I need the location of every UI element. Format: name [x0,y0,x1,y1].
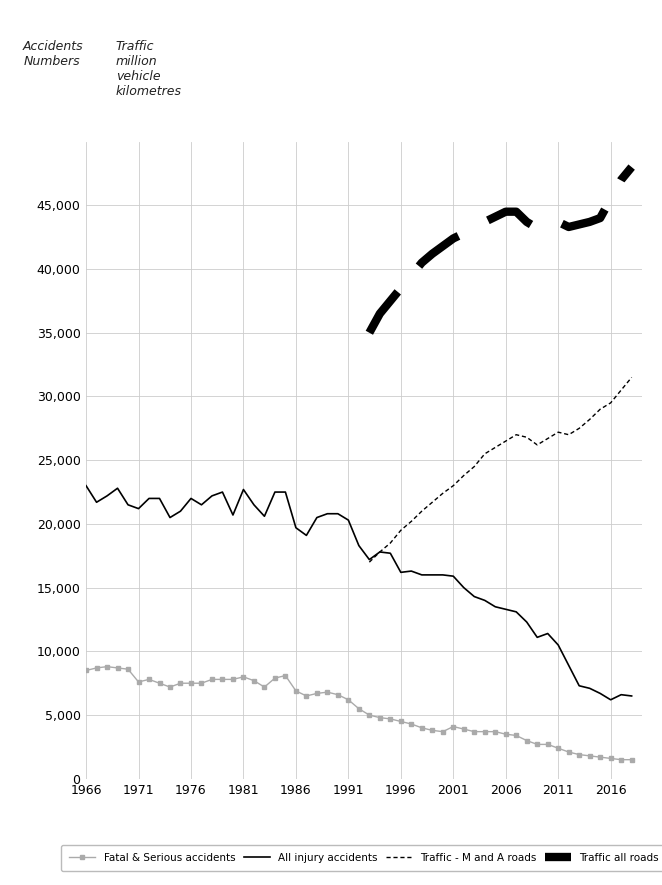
Traffic all roads [502,206,510,217]
Line: Fatal & Serious accidents: Fatal & Serious accidents [84,665,634,762]
Traffic all roads [628,162,636,173]
All injury accidents [229,510,237,520]
Traffic - M and A roads [586,414,594,425]
Traffic all roads [565,221,573,232]
Traffic all roads [460,228,468,239]
Traffic all roads [606,194,614,204]
Traffic - M and A roads [628,372,636,382]
Traffic all roads [481,217,489,227]
Traffic - M and A roads [534,440,542,450]
Traffic all roads [575,219,583,230]
Traffic - M and A roads [502,435,510,446]
Traffic - M and A roads [428,497,436,508]
All injury accidents [606,695,614,705]
Traffic - M and A roads [439,488,447,498]
Fatal & Serious accidents [240,672,248,682]
All injury accidents [82,481,90,491]
Fatal & Serious accidents [617,754,625,765]
Traffic all roads [449,233,457,243]
Traffic all roads [376,308,384,319]
Traffic all roads [439,241,447,251]
Fatal & Serious accidents [628,754,636,765]
Traffic - M and A roads [418,506,426,517]
Traffic - M and A roads [491,442,499,453]
Fatal & Serious accidents [407,719,415,729]
Fatal & Serious accidents [418,722,426,733]
Traffic - M and A roads [596,404,604,414]
Traffic all roads [586,217,594,227]
Traffic - M and A roads [460,470,468,481]
Traffic - M and A roads [449,481,457,491]
Traffic all roads [534,223,542,234]
Traffic all roads [554,217,562,227]
Legend: Fatal & Serious accidents, All injury accidents, Traffic - M and A roads, Traffi: Fatal & Serious accidents, All injury ac… [61,844,662,872]
Traffic - M and A roads [554,427,562,437]
All injury accidents [407,566,415,576]
Traffic all roads [470,223,478,234]
Traffic - M and A roads [376,547,384,558]
Traffic - M and A roads [523,432,531,442]
Fatal & Serious accidents [82,666,90,676]
All injury accidents [628,690,636,701]
Traffic all roads [491,212,499,222]
Traffic all roads [397,283,404,294]
Fatal & Serious accidents [439,727,447,737]
Fatal & Serious accidents [512,730,520,741]
Traffic - M and A roads [617,385,625,396]
Line: All injury accidents: All injury accidents [86,486,632,700]
Traffic - M and A roads [397,525,404,535]
Traffic all roads [523,217,531,227]
Traffic - M and A roads [575,423,583,434]
Traffic - M and A roads [544,434,551,444]
Traffic - M and A roads [606,397,614,408]
Traffic - M and A roads [565,429,573,440]
Text: Accidents
Numbers: Accidents Numbers [23,40,84,68]
All injury accidents [565,660,573,671]
All injury accidents [502,604,510,614]
Traffic all roads [407,270,415,281]
All injury accidents [397,567,404,578]
All injury accidents [428,570,436,581]
Traffic all roads [418,258,426,268]
Line: Traffic all roads: Traffic all roads [369,167,632,333]
Text: Traffic
million
vehicle
kilometres: Traffic million vehicle kilometres [116,40,182,98]
Traffic all roads [544,219,551,230]
Traffic - M and A roads [365,557,373,567]
Traffic all roads [428,249,436,259]
Traffic - M and A roads [387,538,395,549]
Fatal & Serious accidents [103,661,111,672]
Traffic - M and A roads [481,449,489,459]
Traffic all roads [512,206,520,217]
Traffic all roads [617,174,625,185]
Traffic - M and A roads [407,516,415,527]
Traffic all roads [365,327,373,338]
Line: Traffic - M and A roads: Traffic - M and A roads [369,377,632,562]
Traffic - M and A roads [470,461,478,472]
Fatal & Serious accidents [449,721,457,732]
Traffic all roads [387,296,395,306]
Traffic all roads [596,212,604,223]
Traffic - M and A roads [512,429,520,440]
